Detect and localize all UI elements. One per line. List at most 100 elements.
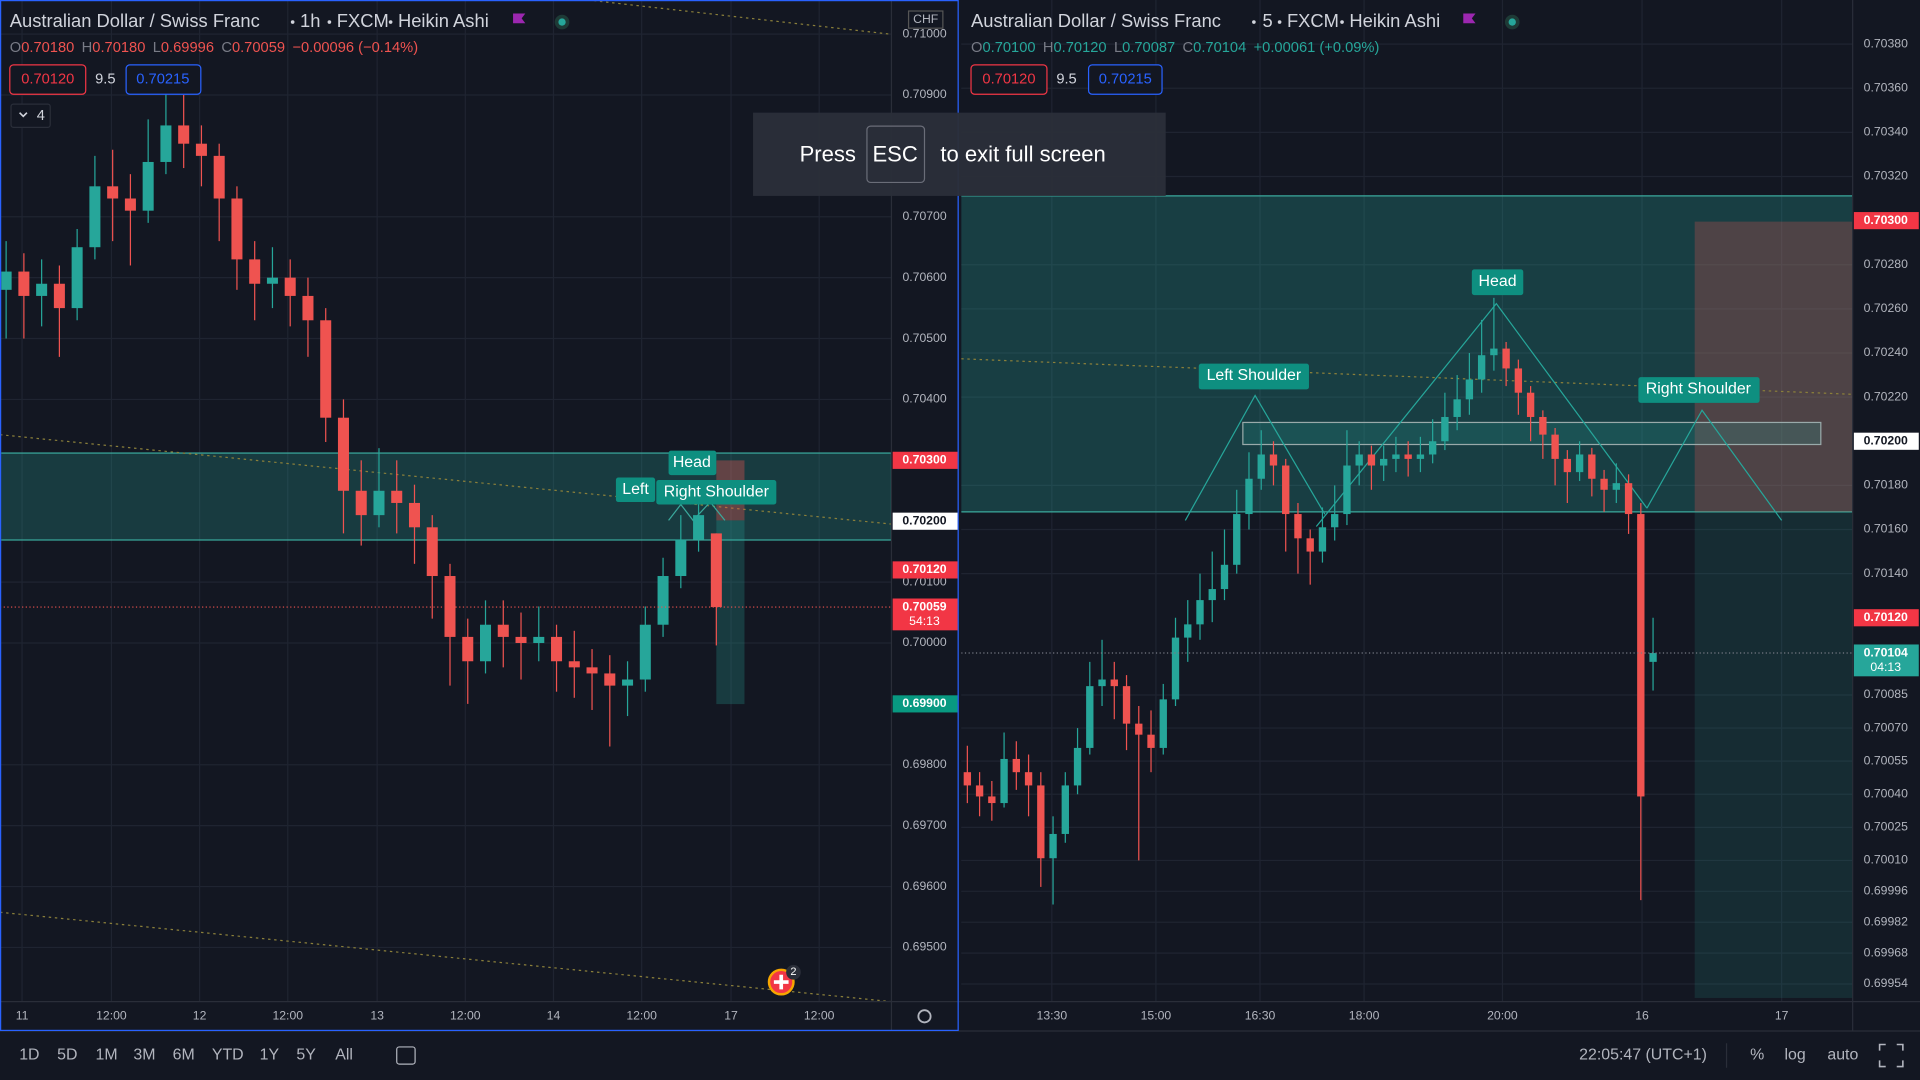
status-dot [1508,18,1516,26]
indicator-count[interactable]: 4 [37,108,45,124]
candle-body [515,636,527,643]
price-label: 0.70600 [902,270,946,284]
candle-body [195,143,207,156]
ohlc-label: H [82,40,93,56]
badge-label: 0.70200 [1864,433,1908,447]
price-label: 0.70900 [902,87,946,101]
candle-body [1318,527,1327,552]
badge-label: 0.70059 [902,599,946,613]
candle-body [604,673,616,686]
time-label: 15:00 [1141,1009,1172,1023]
badge [786,964,801,980]
price-badge [892,598,958,631]
price-label: 0.69600 [902,879,946,893]
range-button[interactable]: YTD [212,1047,244,1064]
symbol: Australian Dollar / Swiss Franc [10,10,260,31]
range-button[interactable]: 6M [173,1047,195,1064]
range-button[interactable]: 5Y [296,1047,316,1064]
candle-body [639,624,651,680]
pattern-label: Head [1479,273,1517,290]
sell-button[interactable] [9,64,87,95]
range-button[interactable]: 1Y [260,1047,280,1064]
buy-price[interactable]: 0.70215 [136,71,189,87]
candle-body [1294,514,1302,539]
candle-body [373,490,385,516]
flag-icon[interactable] [513,13,526,24]
range-button[interactable]: All [335,1047,353,1064]
candle-body [1380,458,1388,466]
plus [773,974,789,990]
auto-toggle[interactable]: auto [1827,1047,1858,1064]
time-label: 13 [370,1009,384,1023]
candle-body [551,636,563,662]
price-label: 0.70010 [1864,853,1908,867]
range-button[interactable]: 1D [19,1047,39,1064]
time-label: 12:00 [626,1009,657,1023]
price-badge [892,451,958,469]
sell-price[interactable]: 0.70120 [982,71,1035,87]
buy-price[interactable]: 0.70215 [1099,71,1152,87]
interval: 5 [1262,10,1272,31]
settings-icon[interactable] [917,1009,932,1024]
badge-label: 0.70300 [902,453,946,467]
candle-body [1416,454,1425,459]
candle-body [1612,483,1620,490]
price-label: 0.70000 [902,635,946,649]
shoulder-triangle [1184,394,1326,521]
time-label: 16 [1635,1009,1649,1023]
time-label: 11 [16,1009,29,1023]
log-toggle[interactable]: log [1784,1047,1805,1064]
fullscreen-icon[interactable] [1878,1043,1904,1068]
candle-body [1624,483,1633,515]
date-range-icon[interactable] [396,1046,416,1065]
price-label: 0.70140 [1864,566,1908,580]
candle-body [408,502,420,528]
right-drawings [961,195,1853,998]
sep [1252,20,1256,24]
ohlc-label: L [153,40,161,56]
chevron [19,112,28,118]
badge-label: 0.70300 [1864,213,1908,227]
ohlc-value: 0.70059 [232,40,285,56]
range-button[interactable]: 1M [95,1047,117,1064]
buy-button[interactable] [125,64,202,95]
label-box [668,450,717,476]
candle-body [975,785,984,797]
price-label: 0.70220 [1864,389,1908,403]
time-label: 12 [193,1009,207,1023]
price-label: 0.70360 [1864,80,1908,94]
candle-body [1306,538,1314,552]
ohlc-value: 0.70087 [1122,40,1175,56]
candle-body [1012,758,1020,773]
candle-body [1171,637,1180,700]
candle-body [1465,379,1474,400]
sell-price[interactable]: 0.70120 [21,71,74,87]
price-label: 0.70340 [1864,125,1908,139]
pattern-label: Head [673,454,711,471]
candle-body [1024,772,1033,786]
time-label: 14 [547,1009,561,1023]
candle-body [1637,514,1645,797]
pattern-label: Left [622,481,649,498]
flag-icon[interactable] [1463,13,1476,24]
buy-button[interactable] [1087,64,1163,95]
candle-body [533,636,545,643]
candle-body [480,624,492,662]
range-button[interactable]: 3M [133,1047,155,1064]
candle-body [657,576,669,625]
candle-body [1269,454,1278,466]
indicator-toggle[interactable] [10,103,51,128]
interval: 1h [300,10,320,31]
candle-body [355,490,367,516]
candle-body [497,624,509,637]
candle-body [693,515,705,540]
candle-body [1539,416,1547,435]
range-button[interactable]: 5D [57,1047,77,1064]
trend-line [593,1,892,35]
sell-button[interactable] [970,64,1048,95]
ohlc: O0.70100 H0.70120 L0.70087 C0.70104 +0.00061… [971,40,1379,56]
candle-body [1061,785,1069,834]
candle-body [586,667,598,674]
candle-body [1073,747,1082,786]
percent-toggle[interactable]: % [1750,1047,1764,1064]
